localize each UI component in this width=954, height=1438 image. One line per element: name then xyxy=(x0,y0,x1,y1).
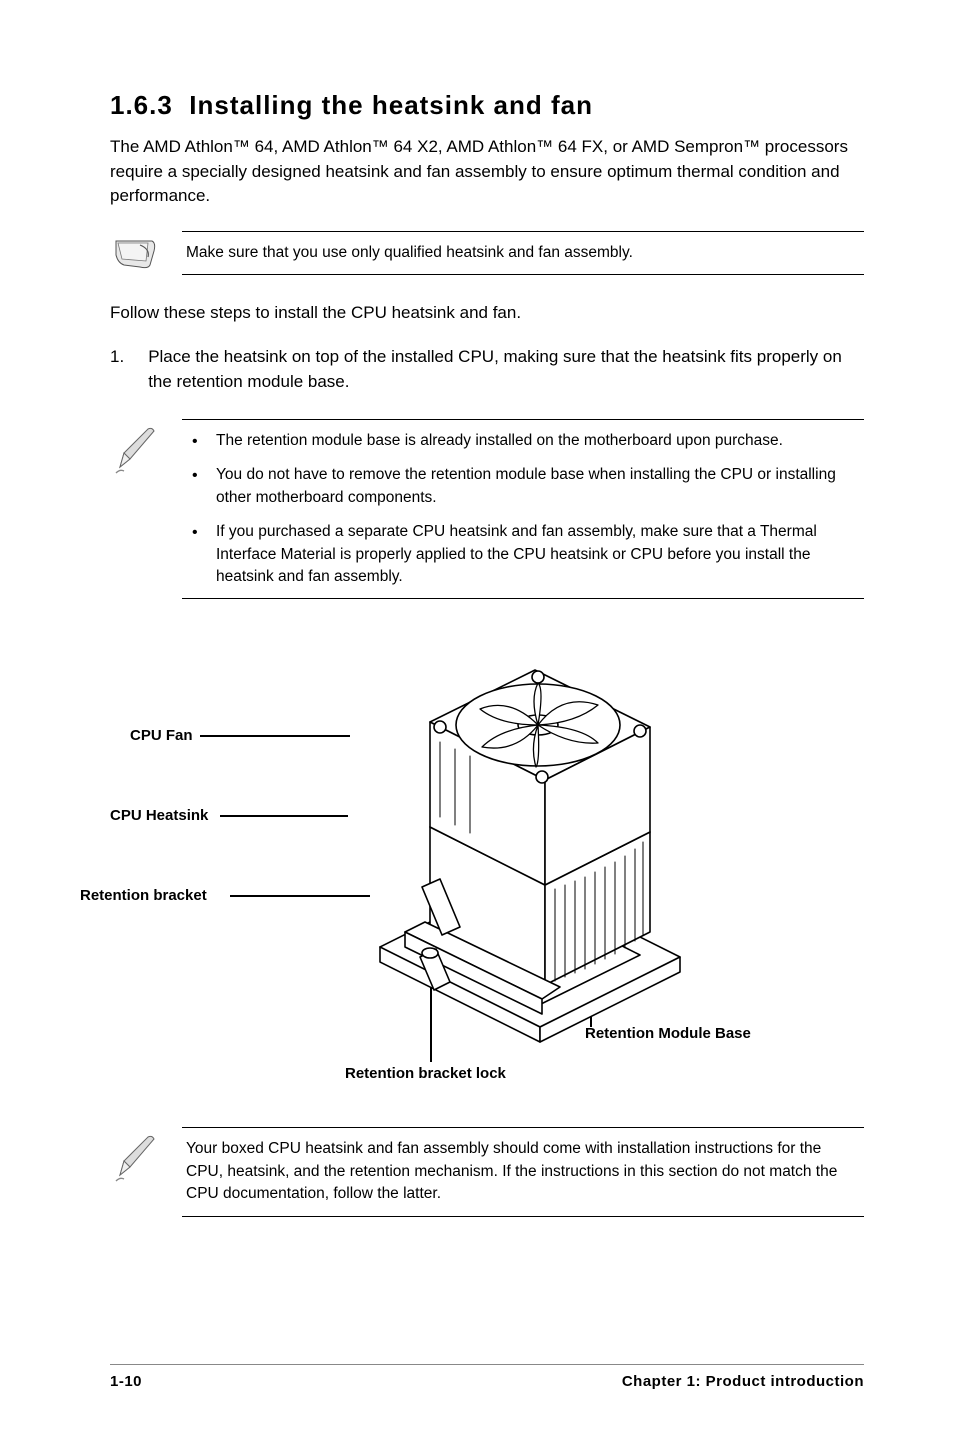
label-cpu-fan: CPU Fan xyxy=(130,727,193,744)
heading-title: Installing the heatsink and fan xyxy=(189,90,593,120)
heading-number: 1.6.3 xyxy=(110,90,173,120)
intro-paragraph: The AMD Athlon™ 64, AMD Athlon™ 64 X2, A… xyxy=(110,135,864,209)
pencil-icon xyxy=(110,1127,160,1187)
label-retention-bracket-lock: Retention bracket lock xyxy=(345,1065,506,1082)
pencil-icon xyxy=(110,419,160,479)
bullet-item: The retention module base is already ins… xyxy=(186,430,860,452)
step-text: Place the heatsink on top of the install… xyxy=(148,345,864,394)
page-footer: 1-10 Chapter 1: Product introduction xyxy=(110,1364,864,1390)
follow-line: Follow these steps to install the CPU he… xyxy=(110,303,864,323)
label-cpu-heatsink: CPU Heatsink xyxy=(110,807,208,824)
bullet-note-block: The retention module base is already ins… xyxy=(110,419,864,600)
hand-icon xyxy=(110,231,160,275)
section-heading: 1.6.3 Installing the heatsink and fan xyxy=(110,90,864,121)
warning-note-block: Make sure that you use only qualified he… xyxy=(110,231,864,275)
final-note-text: Your boxed CPU heatsink and fan assembly… xyxy=(182,1127,864,1216)
bullet-item: If you purchased a separate CPU heatsink… xyxy=(186,521,860,588)
heatsink-svg xyxy=(310,627,750,1057)
step-number: 1. xyxy=(110,345,124,394)
bullet-list: The retention module base is already ins… xyxy=(186,430,860,589)
label-retention-bracket: Retention bracket xyxy=(80,887,207,904)
final-note-block: Your boxed CPU heatsink and fan assembly… xyxy=(110,1127,864,1216)
heatsink-diagram: CPU Fan CPU Heatsink Retention bracket R… xyxy=(110,627,864,1107)
warning-note-text: Make sure that you use only qualified he… xyxy=(182,231,864,275)
bullet-item: You do not have to remove the retention … xyxy=(186,464,860,509)
step-1: 1. Place the heatsink on top of the inst… xyxy=(110,345,864,394)
footer-chapter-title: Chapter 1: Product introduction xyxy=(622,1373,864,1390)
bullet-note-body: The retention module base is already ins… xyxy=(182,419,864,600)
footer-page-number: 1-10 xyxy=(110,1373,142,1390)
